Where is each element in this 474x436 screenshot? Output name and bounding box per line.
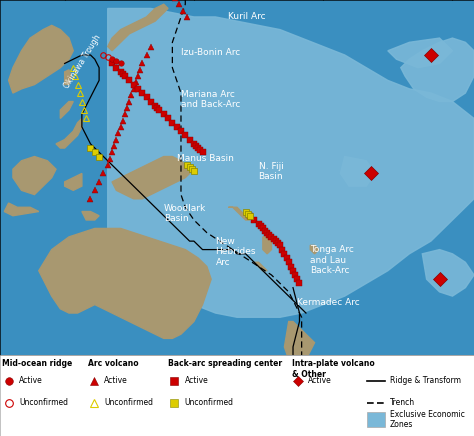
Polygon shape — [108, 8, 474, 317]
Polygon shape — [13, 157, 56, 194]
Polygon shape — [284, 321, 315, 364]
Text: Exclusive Economic
Zones: Exclusive Economic Zones — [390, 410, 465, 429]
Polygon shape — [388, 38, 453, 68]
Text: Ridge & Transform: Ridge & Transform — [390, 376, 461, 385]
Polygon shape — [254, 262, 267, 271]
Polygon shape — [9, 25, 73, 93]
Polygon shape — [228, 207, 250, 220]
Text: Unconfirmed: Unconfirmed — [19, 399, 68, 407]
Text: Active: Active — [104, 376, 128, 385]
Text: Trench: Trench — [390, 399, 415, 407]
Polygon shape — [112, 157, 190, 199]
Text: Kuril Arc: Kuril Arc — [228, 12, 266, 21]
Text: N. Fiji
Basin: N. Fiji Basin — [258, 162, 283, 181]
Text: Mariana Arc
and Back-Arc: Mariana Arc and Back-Arc — [181, 90, 240, 109]
Polygon shape — [340, 157, 375, 186]
Text: Woodlark
Basin: Woodlark Basin — [164, 204, 206, 223]
Polygon shape — [263, 237, 272, 254]
Text: Mid-ocean ridge: Mid-ocean ridge — [2, 359, 73, 368]
Text: Intra-plate volcano
& Other: Intra-plate volcano & Other — [292, 359, 374, 379]
Text: Unconfirmed: Unconfirmed — [104, 399, 153, 407]
Polygon shape — [39, 228, 211, 338]
Text: Active: Active — [308, 376, 332, 385]
Polygon shape — [64, 174, 82, 191]
Text: Tonga Arc
and Lau
Back-Arc: Tonga Arc and Lau Back-Arc — [310, 245, 354, 275]
Text: Active: Active — [185, 376, 209, 385]
Text: Kermadec Arc: Kermadec Arc — [297, 298, 360, 307]
Text: Izu-Bonin Arc: Izu-Bonin Arc — [181, 48, 240, 58]
Polygon shape — [310, 245, 319, 254]
Polygon shape — [60, 102, 73, 119]
Polygon shape — [64, 70, 71, 85]
Polygon shape — [401, 38, 474, 102]
Polygon shape — [82, 211, 99, 220]
Text: Back-arc spreading center: Back-arc spreading center — [168, 359, 283, 368]
Text: Unconfirmed: Unconfirmed — [185, 399, 234, 407]
FancyBboxPatch shape — [367, 412, 385, 426]
Polygon shape — [108, 4, 168, 51]
Polygon shape — [56, 119, 82, 148]
Text: Active: Active — [19, 376, 43, 385]
Polygon shape — [422, 249, 474, 296]
Polygon shape — [4, 203, 39, 216]
Text: Manus Basin: Manus Basin — [177, 154, 234, 163]
Text: New
Hebrides
Arc: New Hebrides Arc — [216, 237, 256, 266]
Text: Arc volcano: Arc volcano — [88, 359, 138, 368]
Text: Okinawa Trough: Okinawa Trough — [63, 33, 103, 90]
